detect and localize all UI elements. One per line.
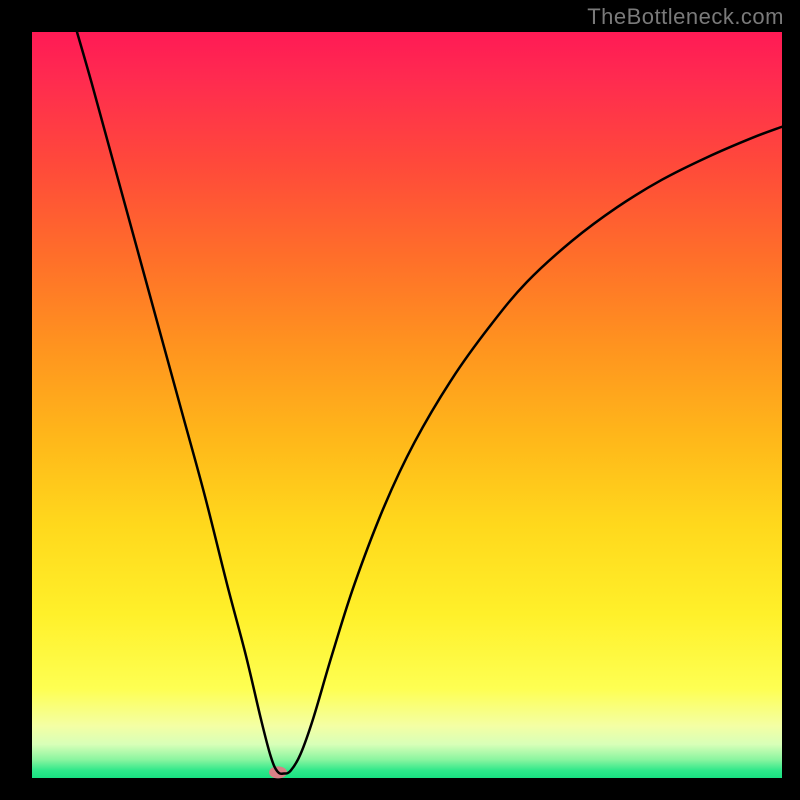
plot-background (32, 32, 782, 778)
watermark-text: TheBottleneck.com (587, 4, 784, 30)
chart-container (0, 0, 800, 800)
bottleneck-curve-chart (0, 0, 800, 800)
